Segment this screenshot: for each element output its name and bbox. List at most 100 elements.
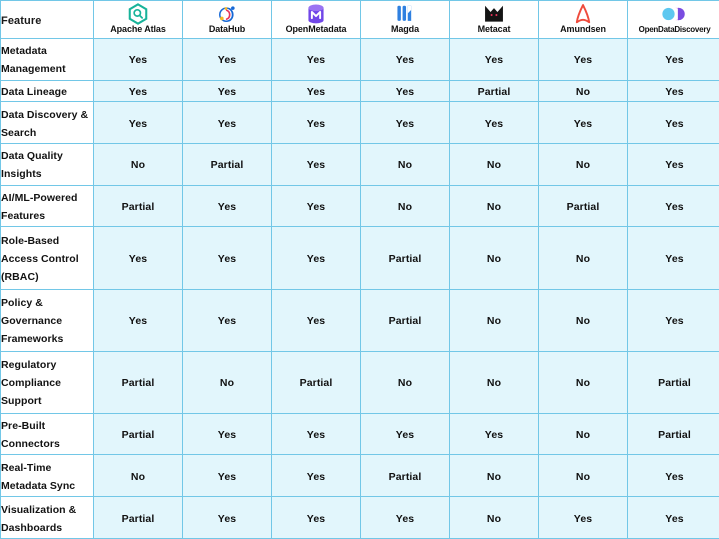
cell-value: Yes: [271, 38, 361, 81]
cell-value: Yes: [93, 38, 183, 81]
cell-value: Yes: [538, 496, 628, 539]
cell-value: Yes: [271, 288, 361, 352]
cell-value: Yes: [93, 288, 183, 352]
cell-value: Yes: [627, 101, 719, 144]
cell-value: No: [449, 226, 539, 290]
cell-value: Partial: [360, 454, 450, 498]
column-header-openmetadata: OpenMetadata: [271, 0, 361, 39]
table-row: AI/ML-Powered Features Partial Yes Yes N…: [0, 184, 719, 228]
header-row: Feature Apache Atlas: [0, 0, 719, 39]
cell-value: Yes: [182, 288, 272, 352]
row-feature-label: Data Lineage: [0, 79, 94, 103]
row-feature-label: Real-Time Metadata Sync: [0, 454, 94, 498]
row-feature-label: Visualization & Dashboards: [0, 496, 94, 539]
row-feature-label: Data Discovery & Search: [0, 101, 94, 144]
cell-value: No: [538, 79, 628, 103]
column-header-amundsen: Amundsen: [538, 0, 628, 39]
row-feature-label: Data Quality Insights: [0, 142, 94, 186]
cell-value: Yes: [93, 101, 183, 144]
cell-value: No: [182, 350, 272, 414]
cell-value: No: [360, 184, 450, 228]
cell-value: Yes: [271, 496, 361, 539]
row-feature-label: Policy & Governance Frameworks: [0, 288, 94, 352]
cell-value: No: [538, 350, 628, 414]
amundsen-logo-icon: [570, 3, 596, 24]
cell-value: Partial: [538, 184, 628, 228]
table-row: Pre-Built Connectors Partial Yes Yes Yes…: [0, 412, 719, 456]
cell-value: No: [449, 454, 539, 498]
row-feature-label: Pre-Built Connectors: [0, 412, 94, 456]
cell-value: No: [449, 496, 539, 539]
cell-value: Yes: [449, 412, 539, 456]
table-row: Data Lineage Yes Yes Yes Yes Partial No …: [0, 79, 719, 103]
column-header-openmetadata-label: OpenMetadata: [285, 24, 347, 35]
cell-value: Yes: [360, 38, 450, 81]
cell-value: Yes: [360, 412, 450, 456]
cell-value: Yes: [182, 412, 272, 456]
cell-value: Yes: [449, 38, 539, 81]
cell-value: Yes: [182, 226, 272, 290]
cell-value: Yes: [360, 101, 450, 144]
table-row: Role-Based Access Control (RBAC) Yes Yes…: [0, 226, 719, 290]
cell-value: Yes: [182, 79, 272, 103]
row-feature-label: Regulatory Compliance Support: [0, 350, 94, 414]
cell-value: Yes: [93, 226, 183, 290]
cell-value: Yes: [182, 38, 272, 81]
cell-value: Yes: [271, 454, 361, 498]
table-row: Data Discovery & Search Yes Yes Yes Yes …: [0, 101, 719, 144]
column-header-metacat: Metacat: [449, 0, 539, 39]
cell-value: Partial: [93, 184, 183, 228]
cell-value: No: [538, 454, 628, 498]
cell-value: Yes: [360, 496, 450, 539]
column-header-opendatadiscovery-label: OpenDataDiscovery: [638, 24, 711, 34]
cell-value: Yes: [271, 101, 361, 144]
cell-value: Partial: [627, 412, 719, 456]
cell-value: Yes: [271, 184, 361, 228]
metacat-logo-icon: [481, 3, 507, 24]
table-row: Metadata Management Yes Yes Yes Yes Yes …: [0, 38, 719, 81]
apache-atlas-logo-icon: [125, 2, 151, 25]
column-header-magda-label: Magda: [390, 24, 419, 35]
table-row: Data Quality Insights No Partial Yes No …: [0, 142, 719, 186]
cell-value: Partial: [93, 412, 183, 456]
cell-value: Yes: [182, 496, 272, 539]
table-row: Policy & Governance Frameworks Yes Yes Y…: [0, 288, 719, 352]
cell-value: Yes: [627, 142, 719, 186]
column-header-amundsen-label: Amundsen: [560, 24, 606, 35]
cell-value: No: [449, 288, 539, 352]
cell-value: No: [449, 350, 539, 414]
cell-value: Yes: [182, 184, 272, 228]
cell-value: Yes: [627, 184, 719, 228]
cell-value: No: [93, 142, 183, 186]
cell-value: No: [449, 142, 539, 186]
table-row: Visualization & Dashboards Partial Yes Y…: [0, 496, 719, 539]
cell-value: Yes: [627, 454, 719, 498]
cell-value: Partial: [449, 79, 539, 103]
cell-value: Yes: [271, 412, 361, 456]
cell-value: Yes: [627, 496, 719, 539]
cell-value: Yes: [627, 226, 719, 290]
table-header: Feature Apache Atlas: [0, 0, 719, 39]
opendatadiscovery-logo-icon: [661, 4, 688, 25]
cell-value: Partial: [93, 350, 183, 414]
column-header-metacat-label: Metacat: [477, 24, 511, 35]
datahub-logo-icon: [214, 3, 240, 24]
column-header-opendatadiscovery: OpenDataDiscovery: [627, 0, 719, 39]
column-header-datahub: DataHub: [182, 0, 272, 39]
cell-value: Yes: [360, 79, 450, 103]
cell-value: Partial: [182, 142, 272, 186]
cell-value: No: [449, 184, 539, 228]
column-header-apache-atlas: Apache Atlas: [93, 0, 183, 39]
cell-value: Partial: [627, 350, 719, 414]
cell-value: No: [93, 454, 183, 498]
cell-value: No: [538, 142, 628, 186]
column-header-feature-label: Feature: [1, 14, 42, 27]
cell-value: Yes: [271, 142, 361, 186]
cell-value: Yes: [538, 38, 628, 81]
table-row: Regulatory Compliance Support Partial No…: [0, 350, 719, 414]
cell-value: No: [538, 226, 628, 290]
cell-value: Yes: [627, 79, 719, 103]
column-header-feature: Feature: [0, 0, 94, 39]
cell-value: Yes: [182, 101, 272, 144]
